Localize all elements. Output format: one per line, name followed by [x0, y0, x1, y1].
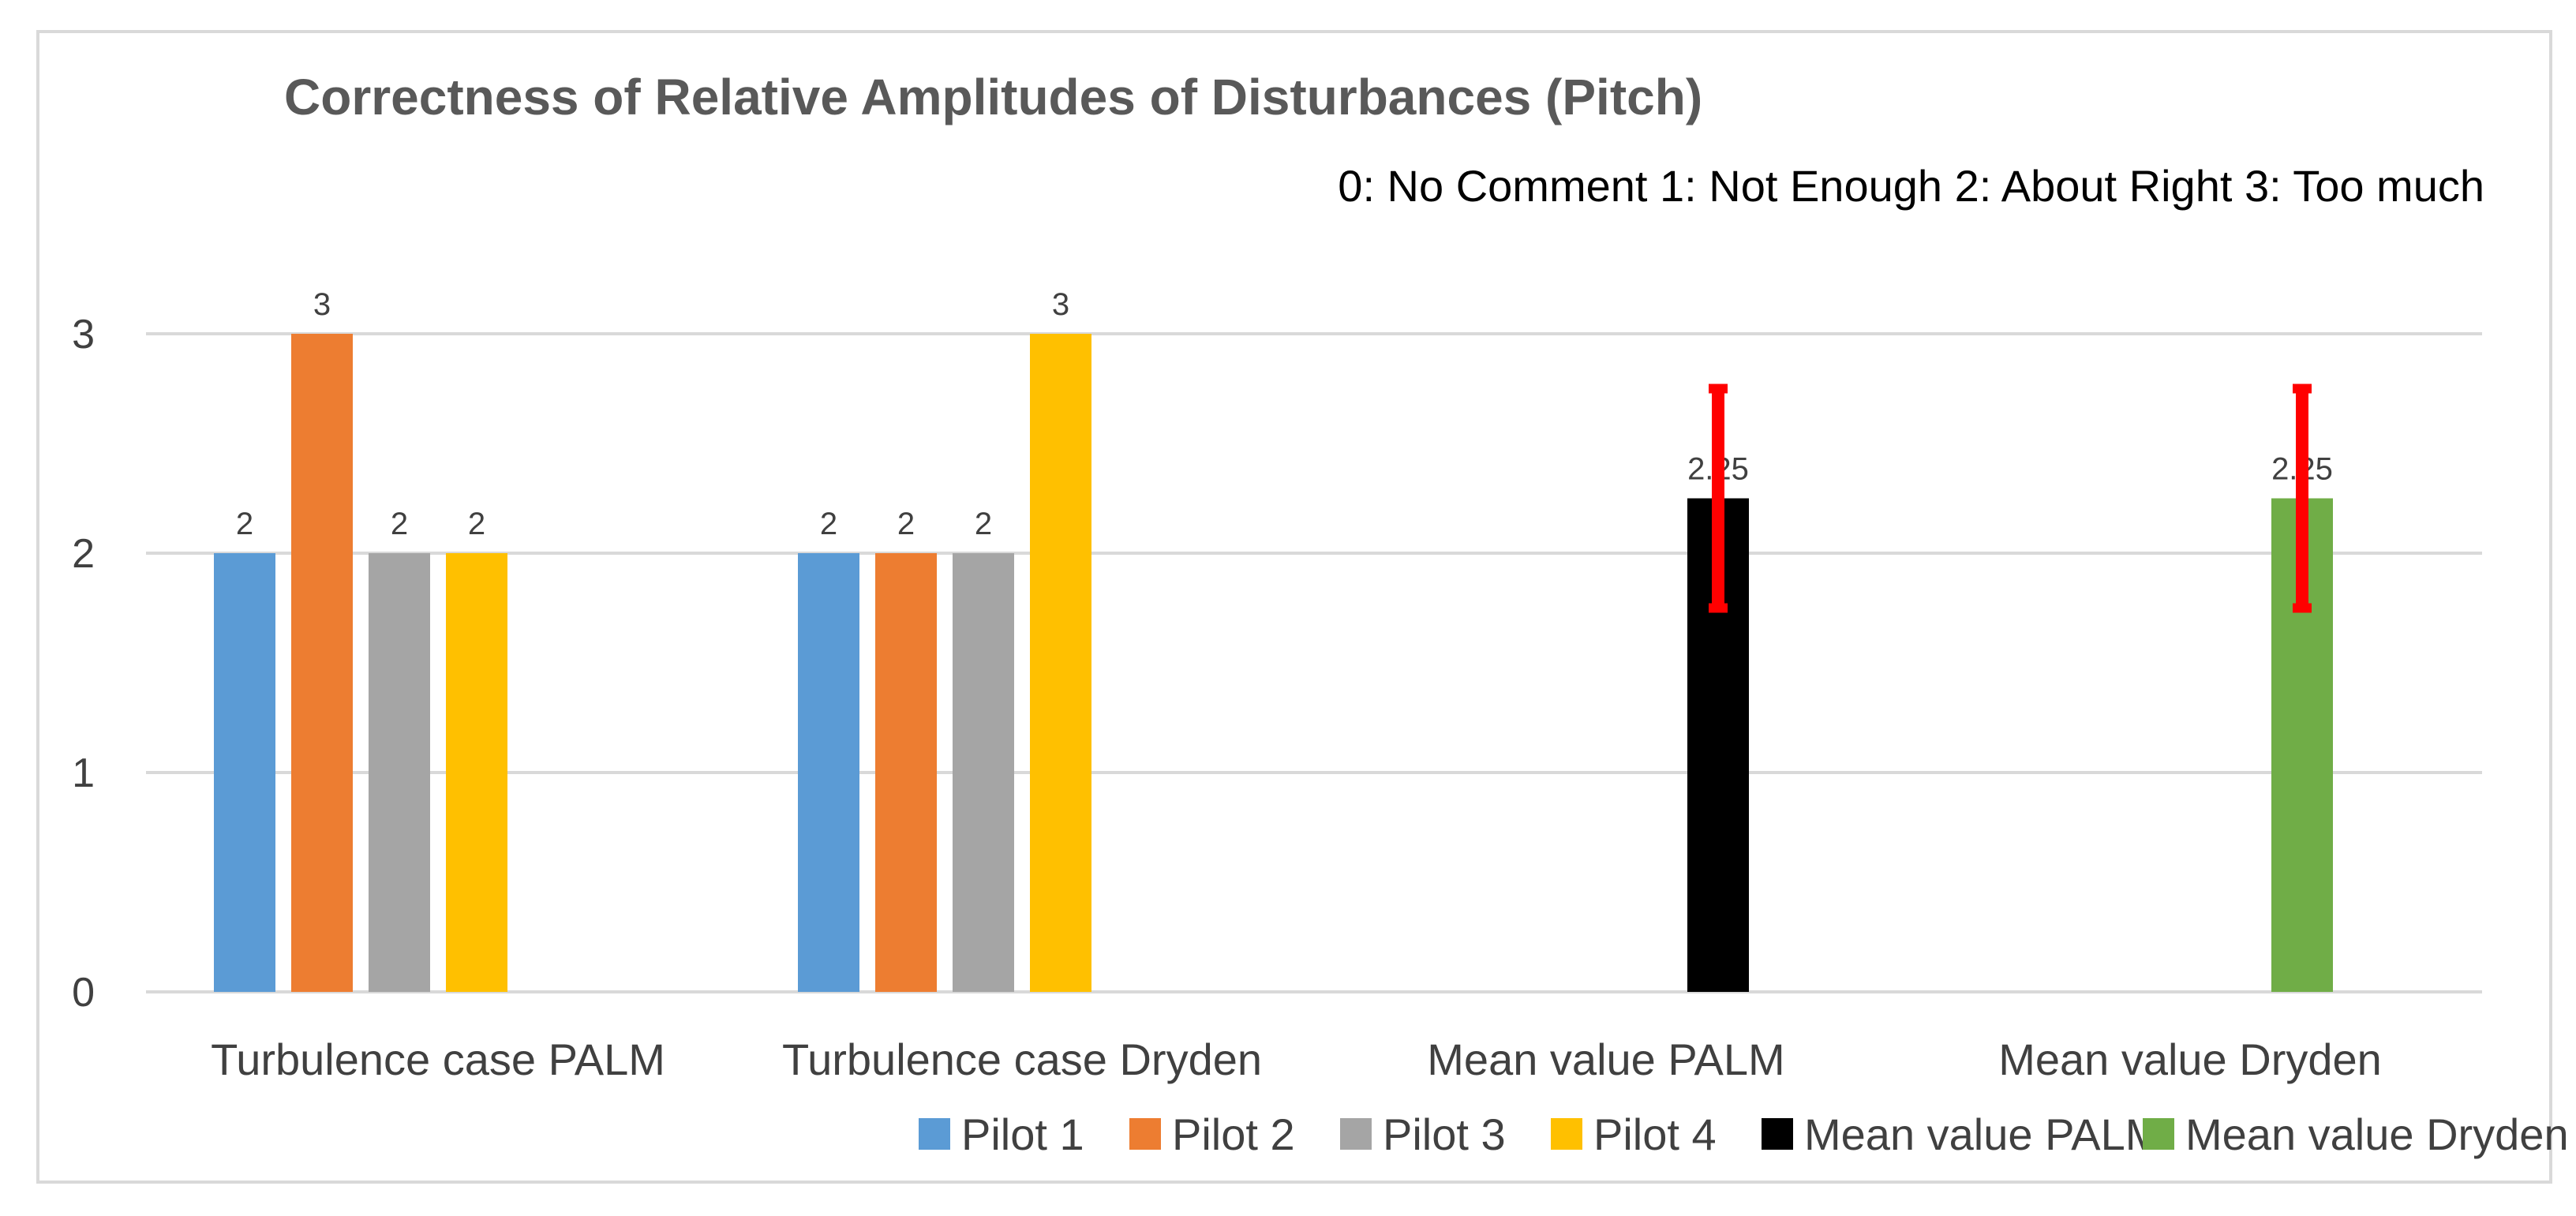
- data-label: 2: [897, 507, 915, 541]
- data-label: 2: [975, 507, 992, 541]
- y-axis-ticks: 0 1 2 3: [72, 312, 95, 1016]
- x-axis-categories: Turbulence case PALM Turbulence case Dryd…: [211, 1035, 2382, 1084]
- y-tick-label: 3: [72, 312, 95, 357]
- data-label: 2: [820, 507, 837, 541]
- y-tick-label: 1: [72, 750, 95, 796]
- data-label: 2: [391, 507, 408, 541]
- bar-pilot-1: [214, 553, 275, 992]
- bar-pilot-3: [369, 553, 430, 992]
- chart-subtitle: 0: No Comment 1: Not Enough 2: About Rig…: [1338, 161, 2484, 211]
- chart-title: Correctness of Relative Amplitudes of Di…: [284, 69, 1702, 125]
- bars: [214, 334, 2333, 992]
- grid-layer: [146, 332, 2482, 993]
- legend-swatch-pilot-2: [1129, 1118, 1161, 1150]
- bar-pilot-1: [798, 553, 859, 992]
- legend-label: Mean value Dryden: [2185, 1109, 2569, 1159]
- legend-swatch-pilot-1: [919, 1118, 950, 1150]
- legend-label: Pilot 1: [961, 1109, 1084, 1159]
- x-category-label: Turbulence case PALM: [211, 1035, 665, 1084]
- legend: Pilot 1 Pilot 2 Pilot 3 Pilot 4 Mean value P…: [919, 1109, 2569, 1159]
- legend-label: Mean value PALM: [1804, 1109, 2162, 1159]
- error-bars: [1709, 384, 2312, 613]
- x-category-label: Mean value PALM: [1427, 1035, 1784, 1084]
- y-tick-label: 2: [72, 531, 95, 577]
- bar-pilot-3: [953, 553, 1014, 992]
- data-label: 2: [236, 507, 253, 541]
- bar-pilot-2: [875, 553, 937, 992]
- bar-pilot-4: [1030, 334, 1091, 992]
- y-tick-label: 0: [72, 970, 95, 1016]
- data-label: 2: [468, 507, 485, 541]
- bar-pilot-4: [446, 553, 507, 992]
- legend-swatch-pilot-3: [1340, 1118, 1372, 1150]
- x-category-label: Mean value Dryden: [1998, 1035, 2382, 1084]
- bar-pilot-2: [291, 334, 353, 992]
- legend-swatch-mean-value-palm: [1762, 1118, 1793, 1150]
- legend-label: Pilot 4: [1593, 1109, 1717, 1159]
- legend-label: Pilot 3: [1383, 1109, 1506, 1159]
- data-label: 3: [313, 287, 331, 322]
- x-category-label: Turbulence case Dryden: [782, 1035, 1262, 1084]
- legend-label: Pilot 2: [1172, 1109, 1295, 1159]
- data-label: 3: [1052, 287, 1069, 322]
- legend-swatch-pilot-4: [1551, 1118, 1582, 1150]
- legend-swatch-mean-value-dryden: [2143, 1118, 2174, 1150]
